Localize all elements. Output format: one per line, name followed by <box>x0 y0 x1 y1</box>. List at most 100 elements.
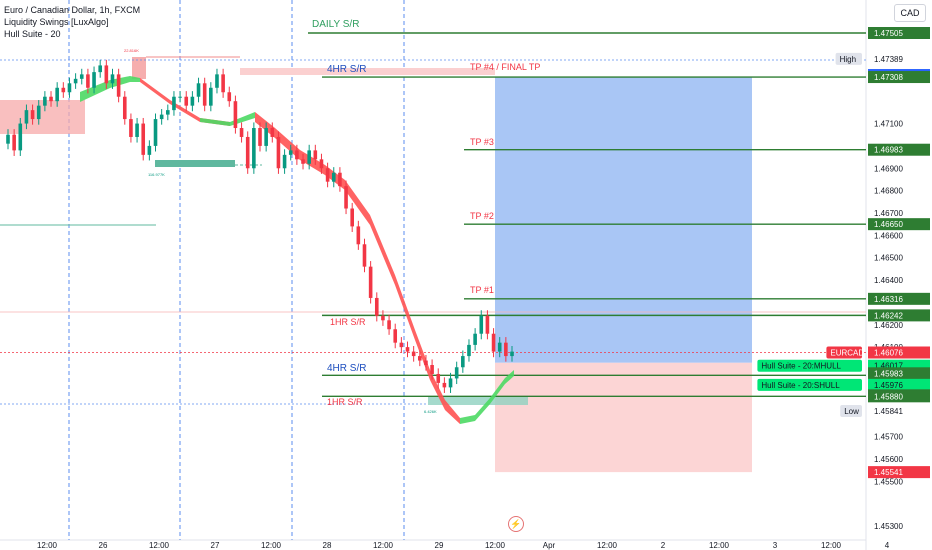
price-tag-label <box>840 405 862 418</box>
candle-body <box>461 356 465 368</box>
lightning-icon[interactable]: ⚡ <box>508 516 524 532</box>
candle-body <box>209 87 213 106</box>
price-axis-label: 1.46650 <box>874 220 903 229</box>
candle-body <box>374 297 379 316</box>
candle-body <box>129 119 133 137</box>
candle-body <box>270 128 275 137</box>
price-tick: 1.45700 <box>874 433 903 442</box>
candle-body <box>411 351 416 357</box>
price-tick: 1.46800 <box>874 187 903 196</box>
price-tag-text: Hull Suite - 20:MHULL <box>761 362 841 371</box>
candle-body <box>141 123 146 155</box>
swing-low-label-1: 116.977K <box>148 172 165 177</box>
hull-band-down-2 <box>255 112 460 424</box>
price-tag-label <box>835 52 862 65</box>
candle-body <box>184 96 189 106</box>
candle-body <box>381 315 385 321</box>
candle-body <box>227 92 232 102</box>
price-tick: 1.46400 <box>874 276 903 285</box>
time-tick: 12:00 <box>821 541 842 550</box>
indicator-hull-suite[interactable]: Hull Suite - 20 <box>4 29 61 39</box>
tp1-label: TP #1 <box>470 285 494 295</box>
time-tick: 2 <box>661 541 666 550</box>
candle-body <box>24 110 29 124</box>
hull-band-up-right <box>460 370 514 424</box>
h4-sr-bottom-label: 4HR S/R <box>327 363 366 374</box>
time-tick: 12:00 <box>37 541 58 550</box>
candle-body <box>325 168 330 182</box>
price-tick: 1.46200 <box>874 321 903 330</box>
candle-body <box>319 159 324 169</box>
price-tag-value-bg <box>868 405 930 418</box>
price-tag-value: 1.46076 <box>874 348 903 357</box>
candle-body <box>282 154 287 169</box>
price-axis-label: 1.47505 <box>874 29 903 38</box>
candle-body <box>405 347 410 352</box>
candle-body <box>110 74 115 84</box>
chart-legend: Euro / Canadian Dollar, 1h, FXCM Liquidi… <box>4 4 140 40</box>
price-tick: 1.46700 <box>874 209 903 218</box>
price-tag-value: 1.45976 <box>874 381 903 390</box>
candle-body <box>387 320 391 330</box>
time-tick: 12:00 <box>149 541 170 550</box>
price-tag-text: High <box>840 55 856 64</box>
candle-body <box>67 83 72 93</box>
liquidity-zone-left <box>0 100 85 134</box>
price-axis-label-bg <box>868 367 930 380</box>
time-tick: 12:00 <box>709 541 730 550</box>
candle-body <box>196 83 201 97</box>
price-tag-value: 1.46017 <box>874 362 903 371</box>
price-axis-label-bg <box>868 309 930 322</box>
candle-body <box>49 96 53 102</box>
h4-sr-top-label: 4HR S/R <box>327 64 366 75</box>
candle-body <box>92 72 96 88</box>
stop-zone <box>495 362 752 473</box>
candle-body <box>178 96 182 98</box>
candle-body <box>295 150 299 160</box>
indicator-liquidity-swings[interactable]: Liquidity Swings [LuxAlgo] <box>4 17 109 27</box>
symbol-title[interactable]: Euro / Canadian Dollar, 1h, FXCM <box>4 5 141 15</box>
candle-body <box>264 128 268 146</box>
tp4-label: TP #4 / FINAL TP <box>470 62 540 72</box>
price-axis-label-bg <box>868 218 930 231</box>
time-tick: 29 <box>435 541 444 550</box>
hull-band-up-mid <box>200 112 255 126</box>
candle-body <box>276 136 281 169</box>
candle-body <box>73 78 78 84</box>
h1-sr-bottom-label: 1HR S/R <box>327 397 363 407</box>
price-tick: 1.47100 <box>874 120 903 129</box>
candle-body <box>159 114 164 120</box>
price-axis-label-bg <box>868 390 930 403</box>
price-axis-label-bg <box>868 27 930 39</box>
price-axis-label-bg <box>868 71 930 84</box>
candle-body <box>356 226 361 245</box>
time-tick: 4 <box>885 541 890 550</box>
candle-body <box>448 378 453 388</box>
candle-body <box>393 329 398 343</box>
price-axis-label: 1.45880 <box>874 392 903 401</box>
price-tag-label <box>757 378 862 391</box>
candle-body <box>245 136 250 169</box>
currency-button[interactable]: CAD <box>894 4 926 22</box>
price-tick: 1.46900 <box>874 164 903 173</box>
candle-body <box>202 83 207 106</box>
price-tag-label <box>757 359 862 372</box>
candle-body <box>430 365 434 374</box>
candle-body <box>479 315 484 334</box>
candle-body <box>12 134 16 151</box>
tp3-label: TP #3 <box>470 137 494 147</box>
price-tick: 1.46600 <box>874 231 903 240</box>
price-tag-value-bg <box>868 378 930 391</box>
candle-body <box>344 186 348 209</box>
h1-sr-top-label: 1HR S/R <box>330 317 366 327</box>
candle-body <box>98 65 102 73</box>
candle-body <box>473 333 477 345</box>
candle-body <box>497 342 502 352</box>
candle-body <box>288 150 293 155</box>
candle-body <box>442 382 447 388</box>
time-tick: 26 <box>99 541 108 550</box>
candle-body <box>510 351 514 357</box>
candle-body <box>485 315 490 334</box>
candle-body <box>30 110 35 120</box>
